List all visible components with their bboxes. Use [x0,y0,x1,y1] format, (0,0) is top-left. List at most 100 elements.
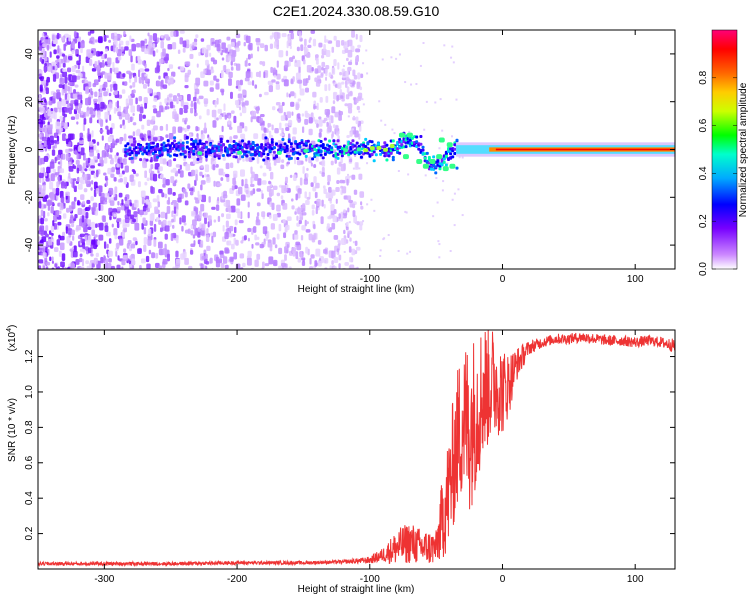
spectrogram-noise-cell [72,93,78,99]
spectrogram-noise-cell [333,35,337,41]
spectrogram-carrier-cell [391,155,395,159]
spectrogram-noise-cell [108,39,112,43]
spectrogram-noise-cell [51,260,55,264]
spectrogram-noise-cell [116,222,120,229]
spectrogram-noise-cell [262,172,267,177]
spectrogram-noise-cell [282,202,288,210]
spectrogram-noise-cell [84,246,89,251]
spectrogram-carrier-cell [343,148,349,153]
spectrogram-noise-cell [85,206,90,212]
spectrogram-noise-cell [286,92,289,98]
spectrogram-noise-cell [295,193,298,201]
spectrogram-noise-cell [142,205,147,212]
spectrogram-carrier-cell [126,142,130,146]
spectrogram-noise-cell [303,59,306,65]
spectrogram-carrier-cell [245,146,249,150]
spectrogram-noise-cell [321,199,324,207]
spectrogram-noise-cell [232,177,236,185]
spectrogram-noise-cell [149,220,154,226]
spectrogram-noise-cell [106,35,109,39]
spectrogram-noise-cell [217,108,222,114]
spectrogram-noise-cell [116,206,122,211]
spectrogram-carrier-cell [321,156,325,160]
spectrogram-carrier-cell [237,150,243,155]
spectrogram-carrier-cell [319,153,323,157]
spectrogram-noise-cell [282,218,286,224]
spectrogram-carrier-cell [436,154,443,160]
spectrogram-noise-cell [162,219,167,228]
spectrogram-carrier-cell [181,147,185,151]
spectrogram-carrier-cell [168,149,172,153]
spectrogram-noise-cell [106,143,109,150]
spectrogram-carrier-cell [296,157,300,161]
spectrogram-noise-cell [93,144,97,151]
spectrogram-noise-cell [382,238,385,241]
spectrogram-noise-cell [112,208,118,213]
spectrogram-noise-cell [150,163,154,170]
spectrogram-noise-cell [157,135,160,141]
spectrogram-noise-cell [356,82,360,88]
spectrogram-noise-cell [341,97,345,102]
spectrogram-noise-cell [338,263,341,269]
snr-x-label: Height of straight line (km) [298,584,415,595]
spectrogram-noise-cell [117,56,122,61]
spectrogram-carrier-cell [402,154,409,160]
spectrogram-noise-cell [64,93,68,100]
spectrogram-noise-cell [49,161,55,169]
spectrogram-noise-cell [233,115,237,124]
spectrogram-noise-cell [183,105,189,110]
spectrogram-noise-cell [359,224,363,231]
spectrogram-noise-cell [338,110,343,116]
spectrogram-noise-cell [213,75,217,81]
spectrogram-carrier-cell [444,155,448,159]
spectrogram-noise-cell [104,53,108,59]
spectrogram-noise-cell [195,77,201,86]
spectrogram-noise-cell [233,185,238,190]
spectrogram-noise-cell [86,110,90,117]
spectrogram-noise-cell [91,180,94,185]
spectrogram-carrier-cell [442,157,446,161]
spectrogram-noise-cell [59,190,64,199]
spectrogram-noise-cell [79,233,85,238]
spectrogram-noise-cell [194,112,198,117]
spectrogram-noise-cell [157,201,161,208]
spectrogram-noise-cell [71,49,75,55]
spectrogram-noise-cell [82,65,85,74]
spectrogram-noise-cell [280,115,286,122]
spectrogram-noise-cell [258,93,262,98]
spectrogram-noise-cell [109,67,112,75]
spectrogram-carrier-cell [421,145,425,149]
spectrogram-noise-cell [151,119,154,125]
spectrogram-noise-cell [222,171,226,177]
spectrogram-noise-cell [119,178,123,183]
spectrogram-noise-cell [275,101,281,106]
spectrogram-noise-cell [244,100,249,106]
spectrogram-noise-cell [328,198,332,202]
spectrogram-noise-cell [271,124,274,131]
spectrogram-carrier-cell [404,145,408,149]
colorbar-tick-label: 0.0 [698,262,709,276]
spectrogram-noise-cell [110,86,113,92]
spectrogram-noise-cell [159,125,164,131]
spectrogram-carrier-cell [213,152,217,156]
spectrogram-noise-cell [257,178,262,186]
spectrogram-noise-cell [297,113,301,119]
spectrogram-x-tick-label: 100 [627,274,644,285]
spectrogram-noise-cell [230,91,233,99]
spectrogram-noise-cell [111,166,115,173]
spectrogram-noise-cell [255,71,260,77]
spectrogram-noise-cell [304,47,308,55]
spectrogram-y-tick-label: 0 [24,146,35,152]
spectrogram-noise-cell [195,125,199,132]
spectrogram-noise-cell [300,250,303,259]
spectrogram-noise-cell [196,63,199,68]
spectrogram-carrier-cell [190,137,194,141]
spectrogram-carrier-cell [321,142,325,146]
spectrogram-noise-cell [79,266,85,269]
spectrogram-heatmap [38,30,675,269]
spectrogram-x-tick-label: 0 [500,274,506,285]
spectrogram-noise-cell [333,58,337,67]
spectrogram-noise-cell [250,116,253,123]
spectrogram-carrier-cell [416,158,423,164]
spectrogram-noise-cell [72,235,75,241]
